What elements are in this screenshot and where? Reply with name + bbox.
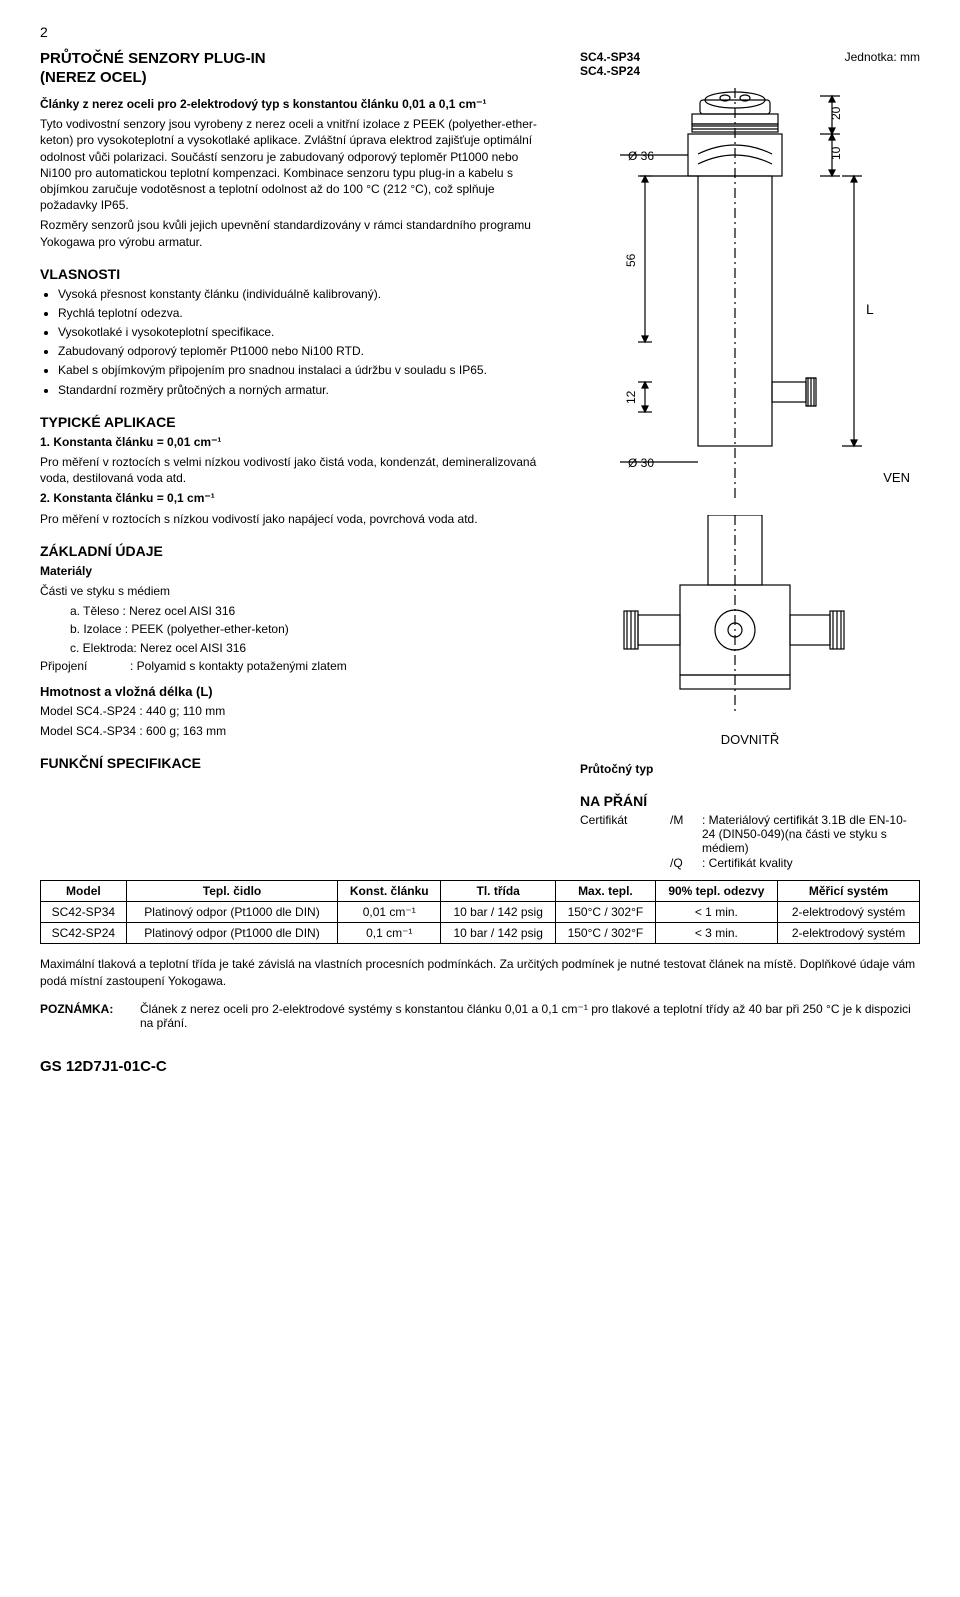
materialy-label: Materiály	[40, 564, 92, 578]
mat-c: c. Elektroda: Nerez ocel AISI 316	[40, 640, 552, 656]
td: 150°C / 302°F	[556, 923, 656, 944]
td: 0,01 cm⁻¹	[338, 902, 441, 923]
td: < 3 min.	[655, 923, 777, 944]
mat-b: b. Izolace : PEEK (polyether-ether-keton…	[40, 621, 552, 637]
cert-m-val: : Materiálový certifikát 3.1B dle EN-10-…	[702, 813, 920, 855]
dim-o36: Ø 36	[628, 149, 654, 163]
diagram-unit: Jednotka: mm	[845, 50, 920, 78]
dim-L: L	[866, 301, 874, 317]
hmot1: Model SC4.-SP24 : 440 g; 110 mm	[40, 703, 552, 719]
cert-q-code: /Q	[670, 856, 702, 870]
dim-56: 56	[624, 253, 638, 267]
title: PRŮTOČNÉ SENZORY PLUG-IN	[40, 50, 552, 67]
sensor-diagram-bottom	[580, 515, 920, 725]
hmot2: Model SC4.-SP34 : 600 g; 163 mm	[40, 723, 552, 739]
td: < 1 min.	[655, 902, 777, 923]
poznamka-label: POZNÁMKA:	[40, 1002, 140, 1030]
spec-table: Model Tepl. čidlo Konst. článku Tl. tříd…	[40, 880, 920, 944]
subtitle: (NEREZ OCEL)	[40, 69, 552, 86]
pripojeni-val: : Polyamid s kontakty potaženými zlatem	[130, 658, 347, 674]
na-prani-heading: NA PŘÁNÍ	[580, 793, 920, 809]
table-row: SC42-SP24 Platinový odpor (Pt1000 dle DI…	[41, 923, 920, 944]
td: 2-elektrodový systém	[778, 923, 920, 944]
dovnitr-label: DOVNITŘ	[580, 732, 920, 747]
cert-m-label: Certifikát	[580, 813, 670, 855]
footer-note: Maximální tlaková a teplotní třída je ta…	[40, 956, 920, 990]
k2-label: 2. Konstanta článku = 0,1 cm⁻¹	[40, 491, 215, 505]
cert-m-code: /M	[670, 813, 702, 855]
td: Platinový odpor (Pt1000 dle DIN)	[126, 902, 338, 923]
td: 0,1 cm⁻¹	[338, 923, 441, 944]
model1: SC4.-SP34	[580, 50, 640, 64]
list-item: Vysokotlaké i vysokoteplotní specifikace…	[58, 324, 552, 340]
zakladni-heading: ZÁKLADNÍ ÚDAJE	[40, 543, 552, 559]
list-item: Zabudovaný odporový teploměr Pt1000 nebo…	[58, 343, 552, 359]
list-item: Vysoká přesnost konstanty článku (indivi…	[58, 286, 552, 302]
typicke-heading: TYPICKÉ APLIKACE	[40, 414, 552, 430]
k1-text: Pro měření v roztocích s velmi nízkou vo…	[40, 454, 552, 486]
pripojeni-label: Připojení	[40, 658, 130, 674]
th-cidlo: Tepl. čidlo	[126, 881, 338, 902]
td: 10 bar / 142 psig	[441, 902, 556, 923]
k2-text: Pro měření v roztocích s nízkou vodivost…	[40, 511, 552, 527]
td: Platinový odpor (Pt1000 dle DIN)	[126, 923, 338, 944]
td: SC42-SP24	[41, 923, 127, 944]
th-max: Max. tepl.	[556, 881, 656, 902]
mat-a: a. Těleso : Nerez ocel AISI 316	[40, 603, 552, 619]
list-item: Rychlá teplotní odezva.	[58, 305, 552, 321]
intro-body: Tyto vodivostní senzory jsou vyrobeny z …	[40, 116, 552, 213]
sensor-diagram-top: Ø 36 Ø 30 20 10 56 12 L	[580, 82, 920, 512]
k1-label: 1. Konstanta článku = 0,01 cm⁻¹	[40, 435, 221, 449]
intro-tail: Rozměry senzorů jsou kvůli jejich upevně…	[40, 217, 552, 249]
th-konst: Konst. článku	[338, 881, 441, 902]
page-number: 2	[40, 24, 920, 40]
th-sys: Měřicí systém	[778, 881, 920, 902]
poznamka-text: Článek z nerez oceli pro 2-elektrodové s…	[140, 1002, 920, 1030]
vlasnosti-list: Vysoká přesnost konstanty článku (indivi…	[40, 286, 552, 398]
dim-20: 20	[829, 106, 843, 120]
casti-label: Části ve styku s médiem	[40, 583, 552, 599]
vlasnosti-heading: VLASNOSTI	[40, 266, 552, 282]
table-row: SC42-SP34 Platinový odpor (Pt1000 dle DI…	[41, 902, 920, 923]
td: 2-elektrodový systém	[778, 902, 920, 923]
hmotnost-heading: Hmotnost a vložná délka (L)	[40, 684, 552, 699]
ven-label: VEN	[883, 470, 910, 485]
list-item: Standardní rozměry průtočných a norných …	[58, 382, 552, 398]
td: 150°C / 302°F	[556, 902, 656, 923]
dim-12: 12	[624, 390, 638, 404]
cert-q-val: : Certifikát kvality	[702, 856, 920, 870]
th-tl: Tl. třída	[441, 881, 556, 902]
th-model: Model	[41, 881, 127, 902]
dim-o30: Ø 30	[628, 456, 654, 470]
prutocny-label: Průtočný typ	[580, 762, 653, 776]
model2: SC4.-SP24	[580, 64, 640, 78]
right-column: SC4.-SP34 SC4.-SP24 Jednotka: mm	[580, 50, 920, 870]
td: SC42-SP34	[41, 902, 127, 923]
funkcni-heading: FUNKČNÍ SPECIFIKACE	[40, 755, 552, 771]
left-column: PRŮTOČNÉ SENZORY PLUG-IN (NEREZ OCEL) Čl…	[40, 50, 552, 870]
intro-lead: Články z nerez oceli pro 2-elektrodový t…	[40, 97, 486, 111]
dim-10: 10	[829, 146, 843, 160]
td: 10 bar / 142 psig	[441, 923, 556, 944]
gs-footer: GS 12D7J1-01C-C	[40, 1058, 920, 1075]
th-90: 90% tepl. odezvy	[655, 881, 777, 902]
list-item: Kabel s objímkovým připojením pro snadno…	[58, 362, 552, 378]
